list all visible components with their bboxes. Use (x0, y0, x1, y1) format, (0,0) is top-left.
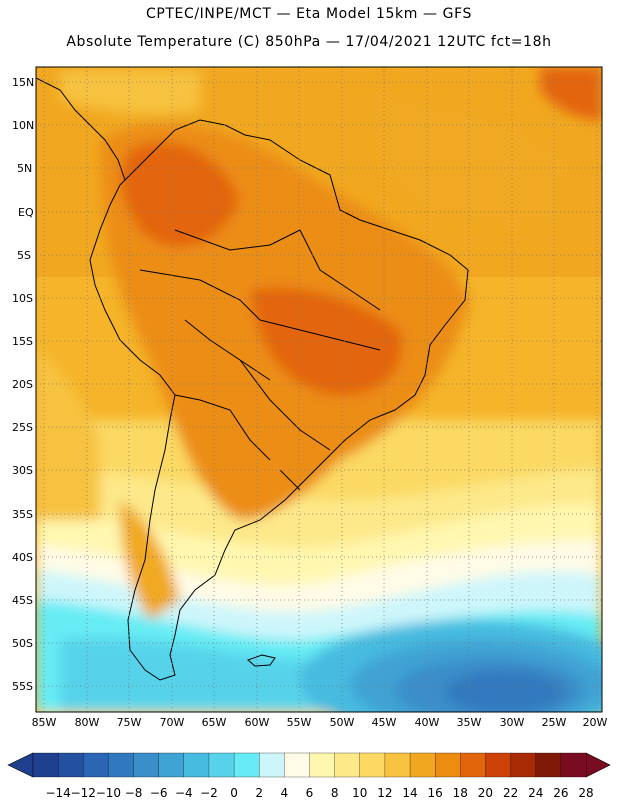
colorbar-swatch (560, 752, 587, 778)
lon-label: 25W (542, 716, 567, 729)
country-borders (139, 229, 381, 491)
map-frame (35, 66, 603, 713)
colorbar-swatch (83, 752, 109, 778)
chart-title-line2: Absolute Temperature (C) 850hPa — 17/04/… (66, 34, 552, 50)
colorbar-label: 24 (528, 786, 543, 800)
colorbar-swatch (435, 752, 461, 778)
lat-label: 15S (12, 335, 33, 348)
lat-label: 15N (12, 76, 34, 89)
colorbar-label: 6 (306, 786, 314, 800)
lon-label: 55W (287, 716, 312, 729)
south-america-outline (89, 119, 469, 681)
lat-label: 5S (17, 249, 31, 262)
lon-label: 85W (32, 716, 57, 729)
colorbar-swatch (485, 752, 512, 778)
colorbar-swatch (183, 752, 210, 778)
colorbar-swatch (208, 752, 235, 778)
lat-label: 10N (12, 119, 34, 132)
lon-label: 40W (415, 716, 440, 729)
lat-label: EQ (18, 206, 34, 219)
colorbar-swatch (359, 752, 386, 778)
longitude-labels: 85W 80W 75W 70W 65W 60W 55W 50W 45W 40W … (32, 716, 608, 729)
temperature-field (36, 67, 602, 712)
colorbar-swatch (535, 752, 562, 778)
colorbar-label: 0 (230, 786, 238, 800)
lat-label: 55S (12, 680, 33, 693)
colorbar-high-arrow (585, 752, 611, 778)
colorbar-label: 20 (478, 786, 493, 800)
colorbar-label: −4 (175, 786, 193, 800)
colorbar-label: −6 (150, 786, 168, 800)
lon-label: 65W (202, 716, 227, 729)
falklands-outline (247, 654, 276, 667)
colorbar-label: 22 (503, 786, 518, 800)
colorbar-swatch (334, 752, 361, 778)
colorbar-swatch (409, 752, 436, 778)
colorbar-swatch (158, 752, 185, 778)
lon-label: 50W (330, 716, 355, 729)
colorbar-swatch (284, 752, 310, 778)
colorbar-label: −14 (45, 786, 70, 800)
colorbar-swatch (309, 752, 336, 778)
lon-label: 75W (117, 716, 142, 729)
colorbar-label: 28 (578, 786, 593, 800)
lat-label: 50S (12, 637, 33, 650)
lat-label: 40S (12, 551, 33, 564)
colorbar-label: 2 (255, 786, 263, 800)
lat-label: 20S (12, 378, 33, 391)
lon-label: 45W (372, 716, 397, 729)
lat-label: 30S (12, 464, 33, 477)
colorbar-label: 16 (428, 786, 443, 800)
central-america-outline (36, 77, 126, 181)
colorbar-label: 8 (331, 786, 339, 800)
lon-label: 20W (583, 716, 608, 729)
colorbar-label: −2 (200, 786, 218, 800)
lat-label: 25S (12, 421, 33, 434)
colorbar-swatch (259, 752, 285, 778)
coastlines (36, 77, 469, 681)
lon-label: 35W (457, 716, 482, 729)
lon-label: 60W (245, 716, 270, 729)
colorbar-swatch (460, 752, 486, 778)
lat-label: 45S (12, 594, 33, 607)
latitude-labels: 15N 10N 5N EQ 5S 10S 15S 20S 25S 30S 35S… (12, 76, 34, 693)
colorbar-swatch (32, 752, 59, 778)
colorbar-swatch (108, 752, 135, 778)
colorbar-swatch (133, 752, 160, 778)
colorbar-label: 26 (553, 786, 568, 800)
colorbar-label: −10 (96, 786, 121, 800)
colorbar: −14 −12 −10 −8 −6 −4 −2 0 2 4 6 8 10 12 14 16 18 20 22 24 26… (7, 752, 611, 800)
colorbar-swatch (57, 752, 84, 778)
lat-label: 10S (12, 292, 33, 305)
chart-title-line1: CPTEC/INPE/MCT — Eta Model 15km — GFS (145, 6, 473, 22)
colorbar-label: −12 (71, 786, 96, 800)
colorbar-swatch (384, 752, 411, 778)
colorbar-swatch (233, 752, 260, 778)
lat-label: 5N (17, 162, 32, 175)
colorbar-label: 4 (281, 786, 289, 800)
lon-label: 30W (500, 716, 525, 729)
colorbar-label: 12 (377, 786, 392, 800)
colorbar-label: −8 (125, 786, 143, 800)
colorbar-label: 18 (453, 786, 468, 800)
colorbar-label: 10 (352, 786, 367, 800)
colorbar-low-arrow (7, 752, 34, 778)
colorbar-swatch (510, 752, 537, 778)
lon-label: 80W (75, 716, 100, 729)
colorbar-label: 14 (402, 786, 417, 800)
lon-label: 70W (160, 716, 185, 729)
lat-label: 35S (12, 508, 33, 521)
